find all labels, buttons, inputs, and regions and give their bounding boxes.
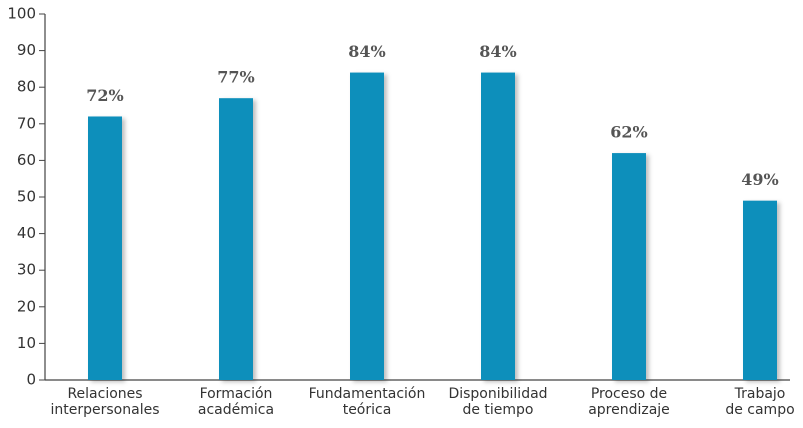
bar (88, 116, 122, 380)
bar (219, 98, 253, 381)
value-label: 84% (479, 42, 516, 61)
y-tick-label: 40 (17, 224, 36, 242)
value-label: 62% (610, 123, 647, 142)
value-label: 77% (217, 68, 254, 87)
bar (612, 153, 646, 380)
x-tick-label: Formación académica (197, 386, 275, 418)
x-tick-label: Trabajo de campo (725, 386, 795, 418)
y-tick-label: 90 (17, 41, 36, 59)
bar (481, 72, 515, 380)
y-tick-label: 60 (17, 151, 36, 169)
y-tick-label: 0 (26, 371, 36, 389)
x-tick-label: Disponibilidad de tiempo (448, 386, 548, 418)
y-tick-label: 20 (17, 297, 36, 315)
x-tick-label: Relaciones interpersonales (50, 386, 160, 418)
value-label: 49% (741, 170, 778, 189)
x-tick-label: Proceso de aprendizaje (588, 386, 670, 418)
y-tick-label: 10 (17, 334, 36, 352)
y-tick-label: 80 (17, 78, 36, 96)
bar (743, 200, 777, 380)
y-tick-label: 50 (17, 188, 36, 206)
x-tick-label: Fundamentación teórica (308, 386, 426, 418)
value-label: 84% (348, 42, 385, 61)
y-tick-label: 30 (17, 261, 36, 279)
y-tick-label: 100 (7, 5, 36, 23)
value-label: 72% (86, 86, 123, 105)
y-tick-label: 70 (17, 114, 36, 132)
bar (350, 72, 384, 380)
